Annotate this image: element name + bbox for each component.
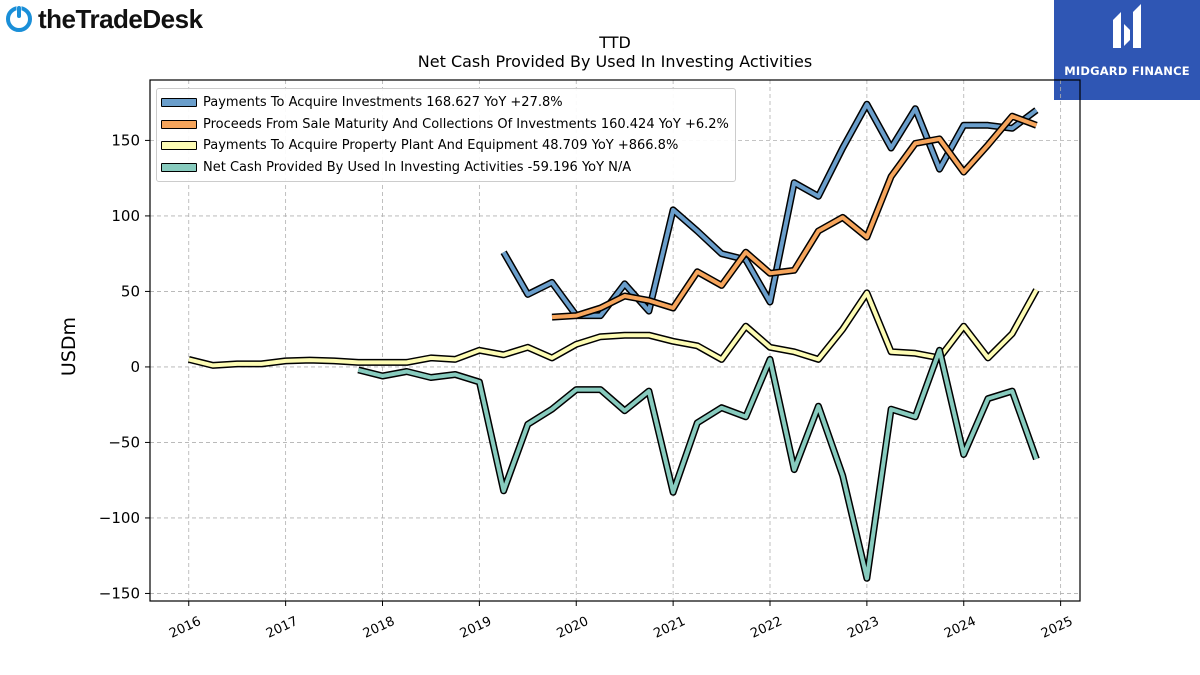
x-tick-label: 2022 bbox=[748, 614, 784, 642]
series-line bbox=[188, 288, 1039, 368]
y-tick-label: −50 bbox=[108, 433, 140, 451]
plot-frame bbox=[149, 79, 1081, 602]
power-icon bbox=[6, 5, 32, 32]
legend-swatch bbox=[161, 141, 197, 151]
series-line bbox=[357, 348, 1039, 581]
company-logo-text: theTradeDesk bbox=[38, 3, 203, 34]
y-tick-label: 50 bbox=[121, 282, 140, 300]
x-tick-label: 2019 bbox=[458, 614, 494, 642]
y-tick-label: 0 bbox=[130, 358, 140, 376]
partner-logo: MIDGARD FINANCE bbox=[1054, 0, 1200, 100]
legend-label: Proceeds From Sale Maturity And Collecti… bbox=[203, 116, 729, 132]
y-tick-label: 100 bbox=[111, 207, 140, 225]
y-tick-label: −100 bbox=[99, 509, 140, 527]
legend-label: Payments To Acquire Investments 168.627 … bbox=[203, 95, 563, 111]
series-line-outline bbox=[357, 346, 1040, 582]
chart-legend: Payments To Acquire Investments 168.627 … bbox=[156, 88, 736, 182]
x-tick-label: 2016 bbox=[167, 614, 203, 642]
x-tick-label: 2017 bbox=[264, 614, 300, 642]
x-tick-label: 2023 bbox=[845, 614, 881, 642]
x-tick-label: 2021 bbox=[651, 614, 687, 642]
legend-swatch bbox=[161, 162, 197, 172]
legend-label: Payments To Acquire Property Plant And E… bbox=[203, 138, 679, 154]
legend-swatch bbox=[161, 119, 197, 129]
chart-subtitle: Net Cash Provided By Used In Investing A… bbox=[417, 52, 813, 71]
x-tick-label: 2025 bbox=[1039, 614, 1075, 642]
legend-item: Net Cash Provided By Used In Investing A… bbox=[161, 157, 729, 179]
legend-swatch bbox=[161, 98, 197, 108]
series-line bbox=[551, 114, 1038, 320]
y-tick-label: 150 bbox=[111, 131, 140, 149]
company-logo: theTradeDesk bbox=[4, 3, 203, 35]
legend-item: Payments To Acquire Investments 168.627 … bbox=[161, 92, 729, 114]
midgard-emblem-icon bbox=[1113, 4, 1141, 48]
chart-title: TTD bbox=[599, 33, 631, 52]
legend-item: Payments To Acquire Property Plant And E… bbox=[161, 135, 729, 157]
y-axis-label: USDm bbox=[58, 317, 80, 376]
legend-item: Proceeds From Sale Maturity And Collecti… bbox=[161, 114, 729, 136]
y-tick-label: −150 bbox=[99, 584, 140, 602]
partner-logo-text: MIDGARD FINANCE bbox=[1064, 64, 1190, 78]
legend-label: Net Cash Provided By Used In Investing A… bbox=[203, 159, 632, 175]
x-tick-label: 2018 bbox=[361, 614, 397, 642]
x-tick-label: 2020 bbox=[555, 614, 591, 642]
series-layer bbox=[187, 100, 1040, 582]
x-tick-label: 2024 bbox=[942, 614, 978, 642]
